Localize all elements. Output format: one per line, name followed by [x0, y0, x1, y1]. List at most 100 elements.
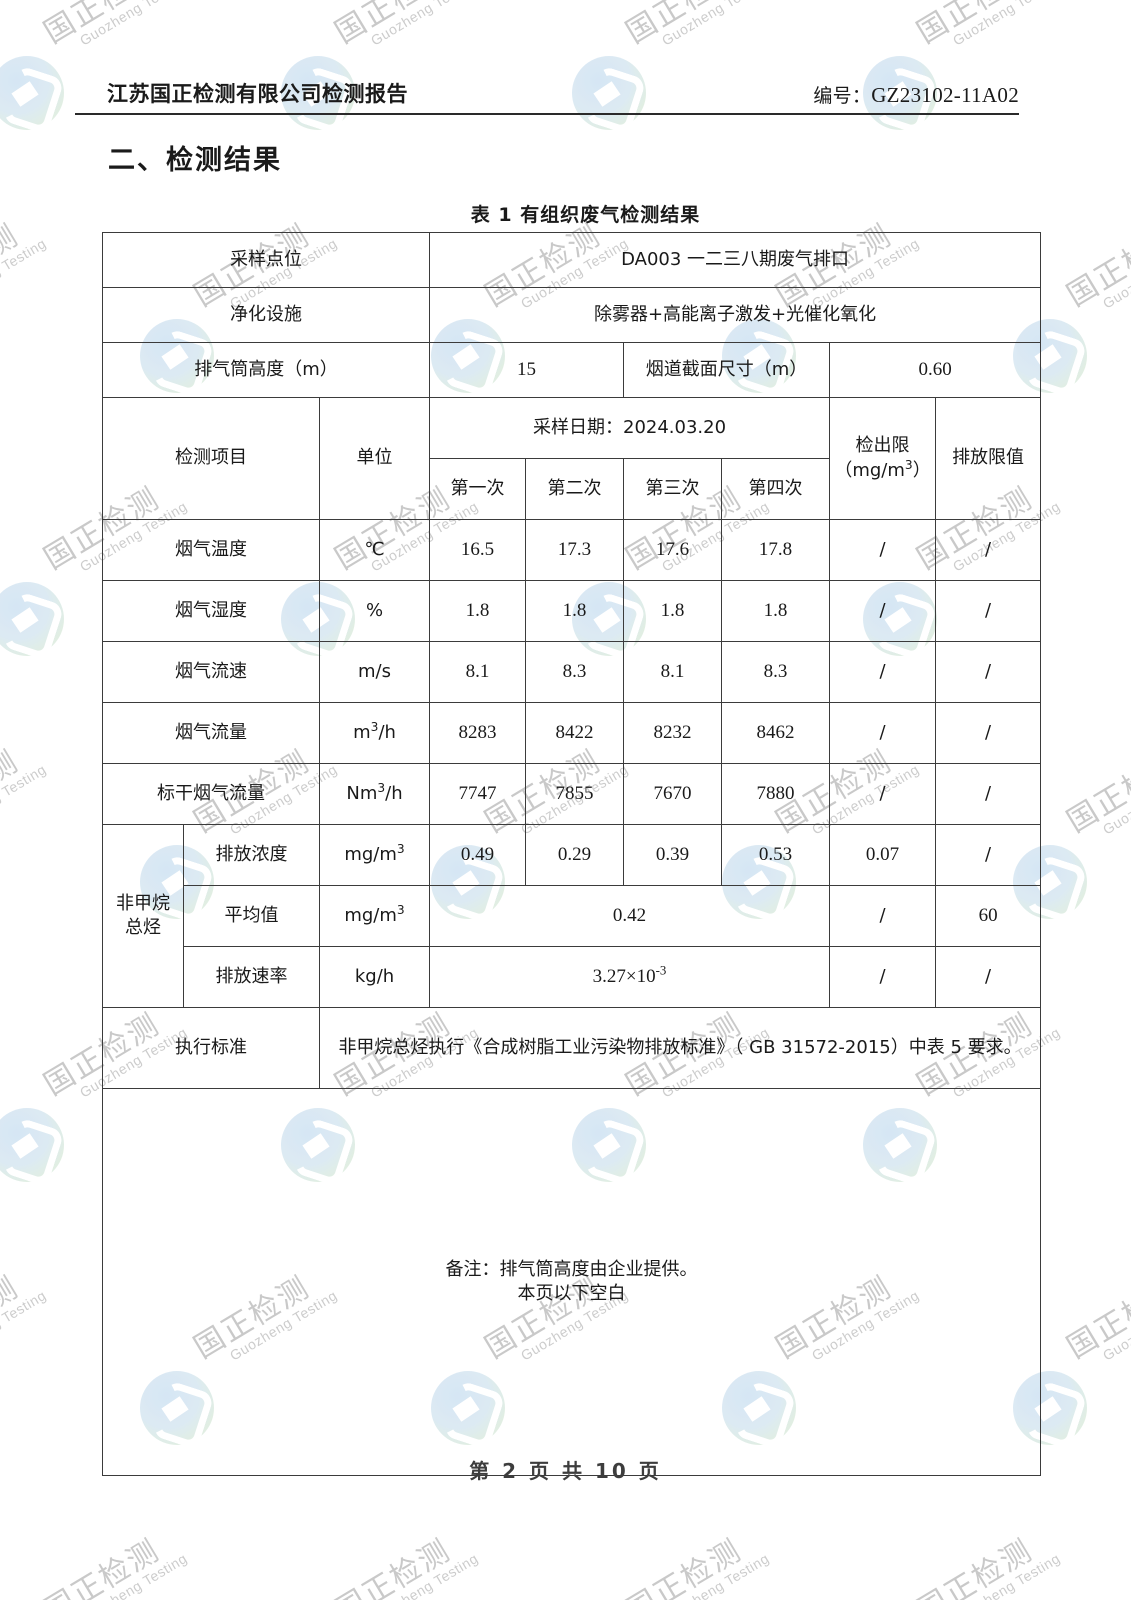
row-value-run2: 17.3: [525, 519, 625, 581]
row-value-run4: 8.3: [721, 641, 831, 703]
row-unit: m/s: [318, 641, 431, 703]
row-value-run1: 7747: [429, 763, 527, 825]
row-detection-limit: /: [829, 580, 937, 642]
header-emission-limit: 排放限值: [935, 397, 1042, 520]
row-value-run2: 1.8: [525, 580, 625, 642]
row-value-run1: 8283: [429, 702, 527, 764]
nmhc-rate-detection-limit: /: [829, 946, 937, 1008]
nmhc-rate-value: 3.27×10-3: [429, 946, 831, 1008]
table-row: 烟气湿度 % 1.8 1.8 1.8 1.8 / /: [102, 580, 1042, 642]
header-company-report-title: 江苏国正检测有限公司检测报告: [107, 82, 408, 106]
row-value-run1: 1.8: [429, 580, 527, 642]
row-value-run2: 8.3: [525, 641, 625, 703]
notes-cell: 备注：排气筒高度由企业提供。 本页以下空白: [101, 1088, 1042, 1476]
nmhc-average-emission-limit: 60: [935, 885, 1042, 947]
row-value-run4: 17.8: [721, 519, 831, 581]
table-row: 烟气温度 ℃ 16.5 17.3 17.6 17.8 / /: [102, 519, 1042, 581]
nmhc-average-value: 0.42: [429, 885, 831, 947]
stack-height-value: 15: [429, 342, 625, 398]
table-header-row-top: 检测项目 单位 采样日期：2024.03.20 检出限 （mg/m3） 排放限值: [102, 397, 1042, 520]
nmhc-concentration-run1: 0.49: [429, 824, 527, 886]
table-row: 标干烟气流量 Nm3/h 7747 7855 7670 7880 / /: [102, 763, 1042, 825]
row-value-run3: 8.1: [623, 641, 723, 703]
nmhc-concentration-run2: 0.29: [525, 824, 625, 886]
nmhc-rate-emission-limit: /: [935, 946, 1042, 1008]
row-item-label: 烟气湿度: [102, 580, 320, 642]
nmhc-concentration-emission-limit: /: [935, 824, 1042, 886]
row-emission-limit: /: [935, 763, 1042, 825]
nmhc-rate-unit: kg/h: [318, 946, 431, 1008]
document-header: 江苏国正检测有限公司检测报告 编号：GZ23102-11A02: [75, 78, 1019, 108]
header-detection-limit: 检出限 （mg/m3）: [829, 397, 937, 520]
header-unit: 单位: [318, 397, 431, 520]
row-value-run2: 8422: [525, 702, 625, 764]
row-item-label: 烟气流量: [102, 702, 320, 764]
row-unit: ℃: [318, 519, 431, 581]
duct-size-value: 0.60: [829, 342, 1042, 398]
row-detection-limit: /: [829, 763, 937, 825]
table-row: 烟气流速 m/s 8.1 8.3 8.1 8.3 / /: [102, 641, 1042, 703]
table-row-treatment-facility: 净化设施 除雾器+高能离子激发+光催化氧化: [101, 287, 1042, 343]
row-value-run3: 7670: [623, 763, 723, 825]
standard-text: 非甲烷总烃执行《合成树脂工业污染物排放标准》（ GB 31572-2015）中表…: [318, 1007, 1042, 1089]
nmhc-concentration-run3: 0.39: [623, 824, 723, 886]
table-caption: 表 1 有组织废气检测结果: [470, 204, 701, 226]
row-item-label: 烟气流速: [102, 641, 320, 703]
page-footer: 第 2 页 共 10 页: [469, 1459, 662, 1483]
row-item-label: 烟气温度: [102, 519, 320, 581]
table-row-sampling-point: 采样点位 DA003 一二三八期废气排口: [101, 232, 1042, 288]
table-row-nmhc-concentration: 非甲烷 总烃 排放浓度 mg/m3 0.49 0.29 0.39 0.53 0.0…: [102, 824, 1042, 1008]
header-run-1: 第一次: [429, 458, 527, 520]
stack-height-label: 排气筒高度（m）: [101, 342, 431, 398]
table-row-nmhc-average: 平均值 mg/m3 0.42 / 60: [103, 885, 1042, 947]
nmhc-average-unit: mg/m3: [318, 885, 431, 947]
duct-size-label: 烟道截面尺寸（m）: [623, 342, 831, 398]
table-row-standard: 执行标准 非甲烷总烃执行《合成树脂工业污染物排放标准》（ GB 31572-20…: [102, 1007, 1042, 1089]
detection-limit-unit: （mg/m3）: [834, 457, 931, 481]
nmhc-average-detection-limit: /: [829, 885, 937, 947]
row-value-run4: 1.8: [721, 580, 831, 642]
sampling-point-value: DA003 一二三八期废气排口: [429, 232, 1042, 288]
header-run-3: 第三次: [623, 458, 723, 520]
sampling-point-label: 采样点位: [101, 232, 431, 288]
table-row-stack-dimensions: 排气筒高度（m） 15 烟道截面尺寸（m） 0.60: [101, 342, 1042, 398]
nmhc-concentration-label: 排放浓度: [183, 824, 320, 886]
organized-waste-gas-results-table: 采样点位 DA003 一二三八期废气排口 净化设施 除雾器+高能离子激发+光催化…: [101, 232, 1042, 1476]
row-unit: Nm3/h: [318, 763, 431, 825]
header-divider-rule: [75, 113, 1019, 115]
header-run-2: 第二次: [525, 458, 625, 520]
row-value-run4: 8462: [721, 702, 831, 764]
nmhc-concentration-unit: mg/m3: [318, 824, 431, 886]
report-number-value: GZ23102-11A02: [871, 83, 1019, 107]
detection-limit-line1: 检出限: [855, 435, 910, 457]
nmhc-average-label: 平均值: [183, 885, 320, 947]
header-run-4: 第四次: [721, 458, 831, 520]
row-emission-limit: /: [935, 519, 1042, 581]
nmhc-rate-label: 排放速率: [183, 946, 320, 1008]
row-unit: m3/h: [318, 702, 431, 764]
row-emission-limit: /: [935, 580, 1042, 642]
report-number-label: 编号：: [813, 85, 872, 107]
table-row: 烟气流量 m3/h 8283 8422 8232 8462 / /: [102, 702, 1042, 764]
row-detection-limit: /: [829, 702, 937, 764]
row-detection-limit: /: [829, 519, 937, 581]
nmhc-group-label: 非甲烷 总烃: [102, 824, 184, 1008]
row-emission-limit: /: [935, 641, 1042, 703]
table-header-row-runs: 第一次 第二次 第三次 第四次: [103, 458, 1041, 520]
header-sampling-date: 采样日期：2024.03.20: [429, 397, 831, 459]
standard-label: 执行标准: [102, 1007, 320, 1089]
note-line-1: 备注：排气筒高度由企业提供。: [445, 1258, 698, 1280]
row-value-run4: 7880: [721, 763, 831, 825]
section-heading: 二、检测结果: [108, 145, 282, 176]
row-detection-limit: /: [829, 641, 937, 703]
treatment-facility-value: 除雾器+高能离子激发+光催化氧化: [429, 287, 1042, 343]
table-row-nmhc-rate: 排放速率 kg/h 3.27×10-3 / /: [103, 946, 1042, 1008]
table-row-notes: 备注：排气筒高度由企业提供。 本页以下空白: [101, 1088, 1042, 1476]
row-value-run3: 17.6: [623, 519, 723, 581]
row-unit: %: [318, 580, 431, 642]
row-value-run1: 8.1: [429, 641, 527, 703]
row-value-run3: 1.8: [623, 580, 723, 642]
row-value-run2: 7855: [525, 763, 625, 825]
row-value-run1: 16.5: [429, 519, 527, 581]
